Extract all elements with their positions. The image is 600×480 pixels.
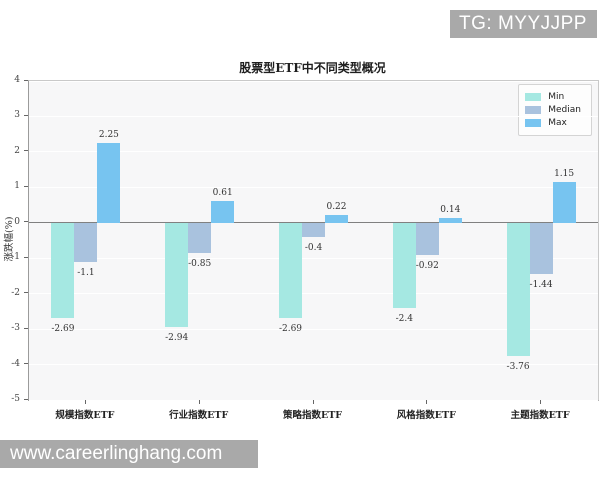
y-tick-mark (24, 256, 28, 258)
x-tick-label: 风格指数ETF (396, 410, 456, 421)
y-tick-mark (24, 221, 28, 223)
legend-item-min: Min (525, 92, 581, 102)
y-tick-label: -4 (11, 358, 20, 369)
legend-item-median: Median (525, 105, 581, 115)
gridline (29, 151, 598, 153)
gridline (29, 186, 598, 188)
y-tick-label: 3 (14, 110, 20, 121)
bar-median-规模指数ETF (74, 222, 98, 262)
bar-value-label: -1.44 (529, 279, 553, 290)
x-tick-mark (426, 400, 428, 404)
x-axis-ticks: 规模指数ETF 行业指数ETF 策略指数ETF 风格指数ETF 主题指数ETF (28, 400, 597, 430)
bar-value-label: 2.25 (98, 130, 119, 141)
bar-min-策略指数ETF (279, 222, 302, 319)
bar-value-label: -2.69 (51, 324, 75, 335)
x-tick-label: 规模指数ETF (55, 410, 115, 421)
bar-value-label: -0.85 (188, 258, 212, 269)
bar-min-行业指数ETF (165, 222, 189, 327)
bar-median-风格指数ETF (415, 222, 439, 256)
y-tick-mark (24, 185, 28, 187)
x-tick-label: 策略指数ETF (282, 410, 343, 421)
chart-title: 股票型ETF中不同类型概况 (239, 61, 386, 75)
y-tick-label: 0 (14, 216, 20, 227)
y-tick-mark (24, 114, 28, 116)
bar-max-风格指数ETF (438, 217, 462, 223)
x-tick-mark (540, 400, 542, 404)
bar-value-label: 0.14 (440, 204, 461, 215)
bar-min-主题指数ETF (506, 222, 530, 357)
y-tick-label: 1 (14, 181, 20, 192)
watermark-telegram: TG: MYYJJPP (450, 10, 597, 38)
bar-median-行业指数ETF (188, 222, 212, 253)
gridline (29, 257, 598, 259)
gridline (29, 328, 598, 330)
bar-min-规模指数ETF (51, 222, 75, 319)
legend-swatch-min (525, 93, 542, 101)
bar-value-label: -0.4 (304, 242, 323, 253)
bar-value-label: -2.4 (395, 313, 413, 324)
x-tick-label: 主题指数ETF (510, 410, 570, 421)
bar-max-规模指数ETF (97, 143, 121, 223)
y-tick-label: -3 (11, 323, 20, 334)
gridline (29, 364, 598, 366)
bar-value-label: -1.1 (77, 267, 95, 278)
y-tick-label: 2 (14, 145, 20, 156)
bar-max-主题指数ETF (552, 182, 576, 223)
y-tick-mark (24, 327, 28, 329)
y-tick-label: -5 (11, 394, 20, 404)
bar-value-label: -3.76 (506, 362, 530, 373)
y-tick-label: 4 (14, 75, 20, 85)
y-tick-mark (24, 79, 28, 81)
x-tick-mark (312, 400, 314, 404)
bar-value-label: -2.94 (165, 332, 189, 343)
bar-value-label: -0.92 (415, 261, 439, 272)
gridline (29, 293, 598, 295)
bar-median-策略指数ETF (302, 222, 325, 237)
gridline (29, 80, 598, 82)
plot-area: Min Median Max -2.69 -1.1 2.25 -2.94 -0.85 0.61… (28, 80, 599, 401)
y-axis-ticks: 4 3 2 1 0 -1 -2 -3 -4 -5 (0, 75, 28, 404)
x-tick-mark (198, 400, 200, 404)
y-tick-mark (24, 398, 28, 400)
bar-value-label: 1.15 (554, 169, 575, 180)
bar-median-主题指数ETF (529, 222, 553, 274)
x-tick-mark (84, 400, 86, 404)
x-tick-label: 行业指数ETF (169, 410, 229, 421)
bar-max-策略指数ETF (325, 214, 348, 223)
gridline (29, 115, 598, 117)
watermark-website: www.careerlinghang.com (0, 440, 258, 468)
y-tick-label: -1 (11, 252, 20, 263)
bar-max-行业指数ETF (211, 201, 235, 223)
bar-value-label: -2.69 (278, 324, 303, 335)
bar-value-label: 0.22 (326, 201, 347, 212)
y-tick-mark (24, 363, 28, 365)
y-tick-mark (24, 292, 28, 294)
legend: Min Median Max (518, 84, 592, 136)
y-tick-label: -2 (11, 287, 20, 298)
bar-value-label: 0.61 (212, 188, 233, 199)
legend-item-max: Max (525, 118, 581, 128)
legend-label: Min (548, 92, 565, 102)
bar-min-风格指数ETF (392, 222, 416, 308)
legend-swatch-median (525, 106, 542, 114)
legend-label: Max (548, 118, 567, 128)
legend-label: Median (548, 105, 581, 115)
gridline (29, 399, 598, 401)
y-tick-mark (24, 150, 28, 152)
legend-swatch-max (525, 119, 542, 127)
